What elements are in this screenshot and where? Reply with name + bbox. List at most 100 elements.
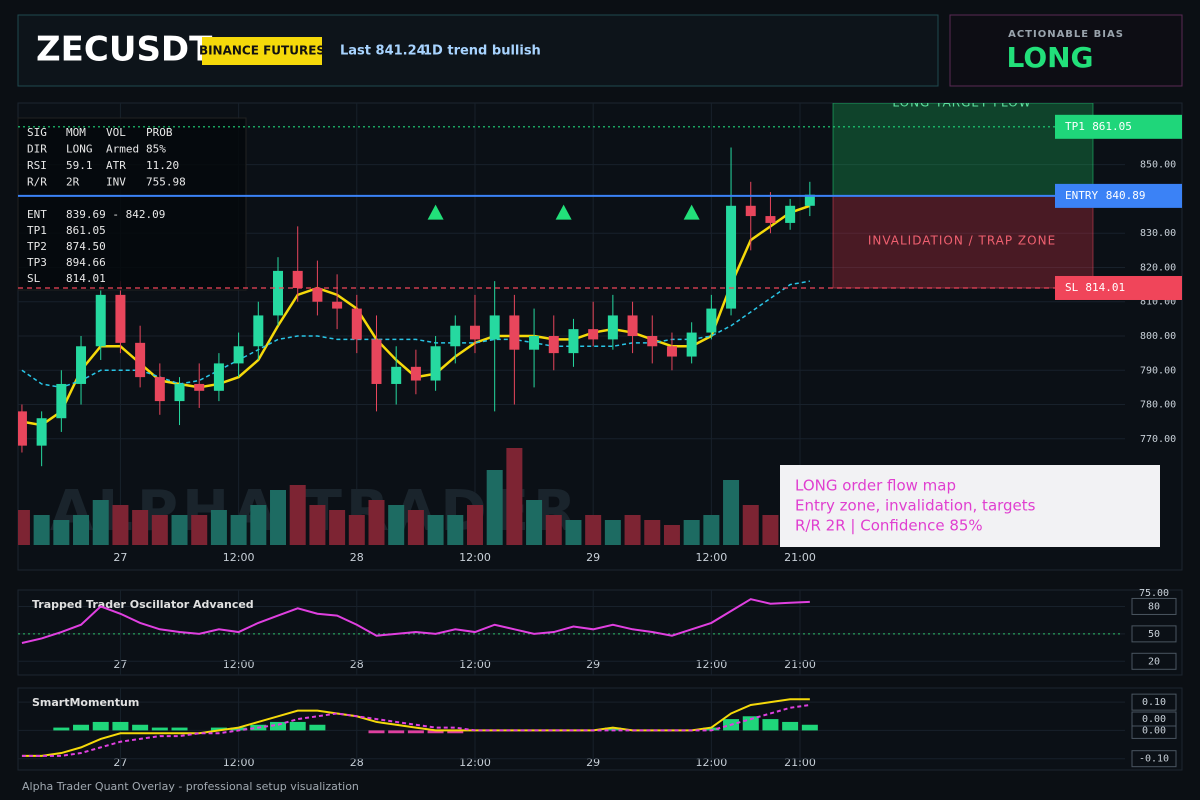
level-badge (1055, 275, 1182, 300)
histogram-bar (92, 721, 109, 731)
info-cell: MOM (66, 126, 86, 139)
candle-body (529, 335, 540, 350)
info-cell: DIR (27, 143, 47, 156)
x-tick-label: 27 (113, 756, 127, 769)
note-line: Entry zone, invalidation, targets (795, 497, 1036, 515)
volume-bar (73, 515, 90, 545)
info-cell: ATR (106, 159, 126, 172)
info-level: 814.01 (66, 272, 106, 285)
y-tick-label: 0.10 (1142, 697, 1166, 708)
volume-bar (92, 500, 109, 545)
histogram-bar (112, 721, 129, 731)
histogram-bar (427, 730, 444, 734)
histogram-bar (53, 727, 70, 731)
x-tick-label: 12:00 (696, 658, 728, 671)
info-panel (17, 117, 247, 291)
info-cell: 85% (146, 143, 166, 156)
histogram-bar (132, 724, 149, 731)
candle-body (391, 366, 402, 384)
candle-body (745, 205, 756, 217)
volume-bar (368, 500, 385, 545)
x-tick-label: 29 (586, 658, 600, 671)
bias-value: LONG (1006, 41, 1093, 74)
volume-bar (565, 520, 582, 545)
level-badge (1055, 183, 1182, 208)
x-tick-label: 21:00 (784, 756, 816, 769)
candle-body (194, 383, 205, 391)
info-level: 874.50 (66, 240, 106, 253)
y-tick-label: 0.00 (1142, 725, 1166, 736)
x-tick-label: 27 (113, 658, 127, 671)
candle-body (292, 270, 303, 289)
note-box (780, 465, 1160, 547)
y-tick-label: 50 (1148, 629, 1160, 640)
panel-title: Trapped Trader Oscillator Advanced (32, 598, 254, 611)
candle-body (410, 366, 421, 381)
level-name: TP1 (1065, 120, 1085, 133)
candle-body (430, 346, 441, 381)
exchange-badge (202, 37, 322, 65)
invalidation-zone (832, 195, 1094, 289)
info-level: 861.05 (66, 224, 106, 237)
volume-bar (191, 515, 208, 545)
x-tick-label: 28 (350, 551, 364, 564)
volume-bar (486, 470, 503, 545)
histogram-bar (289, 721, 306, 731)
volume-bar (309, 505, 326, 545)
y-tick-label: -0.10 (1139, 754, 1169, 765)
histogram-bar (782, 721, 799, 731)
volume-bar (762, 515, 779, 545)
symbol: ZECUSDT (36, 30, 213, 70)
x-tick-label: 28 (350, 658, 364, 671)
x-tick-label: 27 (113, 551, 127, 564)
info-cell: LONG (66, 143, 93, 156)
trend: 1D trend bullish (423, 44, 541, 59)
histogram-bar (368, 730, 385, 734)
candle-body (548, 335, 559, 354)
volume-bar (742, 505, 759, 545)
histogram-bar (270, 721, 287, 731)
candle-body (213, 363, 224, 391)
candle-body (95, 294, 106, 347)
volume-bar (683, 520, 700, 545)
candle-body (627, 315, 638, 336)
volume-bar (427, 515, 444, 545)
y-tick-label: 800.00 (1140, 331, 1176, 342)
bias-title: ACTIONABLE BIAS (1008, 29, 1124, 40)
bias-box (949, 14, 1183, 87)
y-tick-label: 20 (1148, 656, 1160, 667)
volume-bar (348, 515, 365, 545)
volume-bar (112, 505, 129, 545)
candle-body (332, 301, 343, 309)
volume-bar (545, 515, 562, 545)
info-cell: 2R (66, 176, 80, 189)
x-tick-label: 12:00 (696, 756, 728, 769)
volume-bar (407, 510, 424, 545)
histogram-bar (210, 727, 227, 731)
x-tick-label: 29 (586, 551, 600, 564)
volume-bar (723, 480, 740, 545)
info-cell: PROB (146, 126, 173, 139)
panel-title: SmartMomentum (32, 696, 139, 709)
x-tick-label: 28 (350, 756, 364, 769)
zone-label: LONG TARGET FLOW (892, 96, 1031, 110)
volume-bar (329, 510, 346, 545)
candle-body (312, 288, 323, 302)
x-tick-label: 12:00 (223, 551, 255, 564)
volume-bar (132, 510, 149, 545)
info-level: 894.66 (66, 256, 106, 269)
info-cell: INV (106, 176, 126, 189)
x-tick-label: 12:00 (459, 756, 491, 769)
info-cell: VOL (106, 126, 126, 139)
candle-body (76, 346, 87, 384)
tick-box (1131, 597, 1177, 615)
volume-bar (663, 525, 680, 545)
histogram-bar (309, 724, 326, 731)
volume-bar (171, 515, 188, 545)
x-tick-label: 12:00 (223, 756, 255, 769)
volume-bar (604, 520, 621, 545)
candle-body (509, 315, 520, 350)
note-line: LONG order flow map (795, 477, 956, 495)
histogram-bar (703, 727, 720, 731)
histogram-bar (171, 727, 188, 731)
